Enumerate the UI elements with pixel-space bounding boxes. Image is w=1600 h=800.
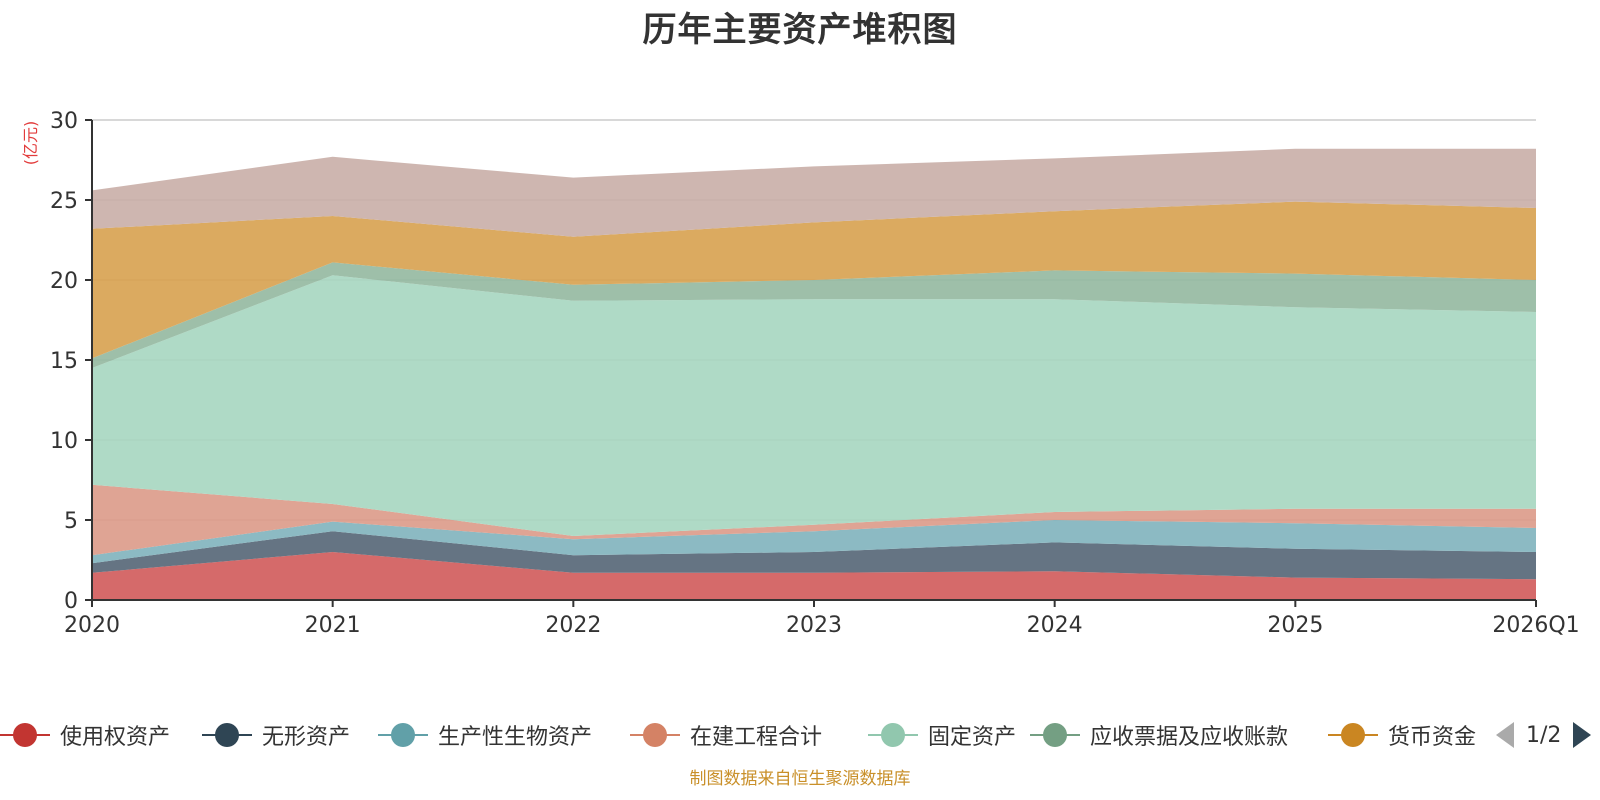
legend-item[interactable]: 生产性生物资产 [378,718,592,752]
x-tick-label: 2022 [545,613,601,638]
chart-title: 历年主要资产堆积图 [642,10,958,50]
area-series-2[interactable] [92,531,1536,580]
legend-label: 在建工程合计 [690,725,823,750]
area-series-5[interactable] [92,275,1536,536]
area-series-7[interactable] [92,201,1536,359]
legend: 使用权资产 无形资产 生产性生物资产 在建工程合计 固定资产 应收票据及应收账款 货币资金 [0,718,1600,752]
legend-item[interactable]: 货币资金 [1328,718,1476,752]
legend-prev-page-button[interactable] [1496,722,1514,748]
y-tick-label: 5 [64,509,78,534]
legend-item[interactable]: 使用权资产 [0,718,170,752]
area-series-3[interactable] [92,520,1536,564]
area-series-6[interactable] [92,262,1536,368]
y-tick-label: 15 [50,349,78,374]
legend-marker-icon [0,722,50,748]
legend-marker-icon [630,722,680,748]
legend-label: 无形资产 [262,725,351,750]
legend-label: 使用权资产 [60,725,171,750]
area-series-1[interactable] [92,552,1536,600]
x-tick-label: 2025 [1267,613,1323,638]
y-tick-label: 0 [64,589,78,614]
legend-item[interactable]: 在建工程合计 [630,718,822,752]
y-axis-unit-label: (亿元) [21,121,40,166]
y-tick-label: 20 [50,269,78,294]
x-tick-label: 2023 [786,613,842,638]
legend-marker-icon [868,722,918,748]
source-note: 制图数据来自恒生聚源数据库 [689,769,911,789]
legend-label: 生产性生物资产 [438,725,593,750]
legend-label: 货币资金 [1388,725,1477,750]
legend-item[interactable]: 无形资产 [202,718,350,752]
x-tick-label: 2021 [305,613,361,638]
area-series-4[interactable] [92,484,1536,556]
legend-next-page-button[interactable] [1573,722,1592,748]
legend-pager: 1/2 [1496,718,1592,752]
x-tick-label: 2020 [64,613,120,638]
legend-page-indicator: 1/2 [1526,722,1562,748]
area-series [92,148,1536,600]
legend-marker-icon [1030,722,1080,748]
y-tick-label: 25 [50,189,78,214]
area-series-8[interactable] [92,148,1536,237]
legend-marker-icon [202,722,252,748]
legend-marker-icon [378,722,428,748]
x-tick-label: 2024 [1027,613,1083,638]
legend-item[interactable]: 应收票据及应收账款 [1030,718,1288,752]
legend-label: 固定资产 [928,725,1017,750]
y-tick-label: 10 [50,429,78,454]
legend-marker-icon [1328,722,1378,748]
legend-label: 应收票据及应收账款 [1090,725,1289,750]
x-tick-label: 2026Q1 [1492,613,1579,638]
y-tick-label: 30 [50,109,78,134]
legend-item[interactable]: 固定资产 [868,718,1016,752]
